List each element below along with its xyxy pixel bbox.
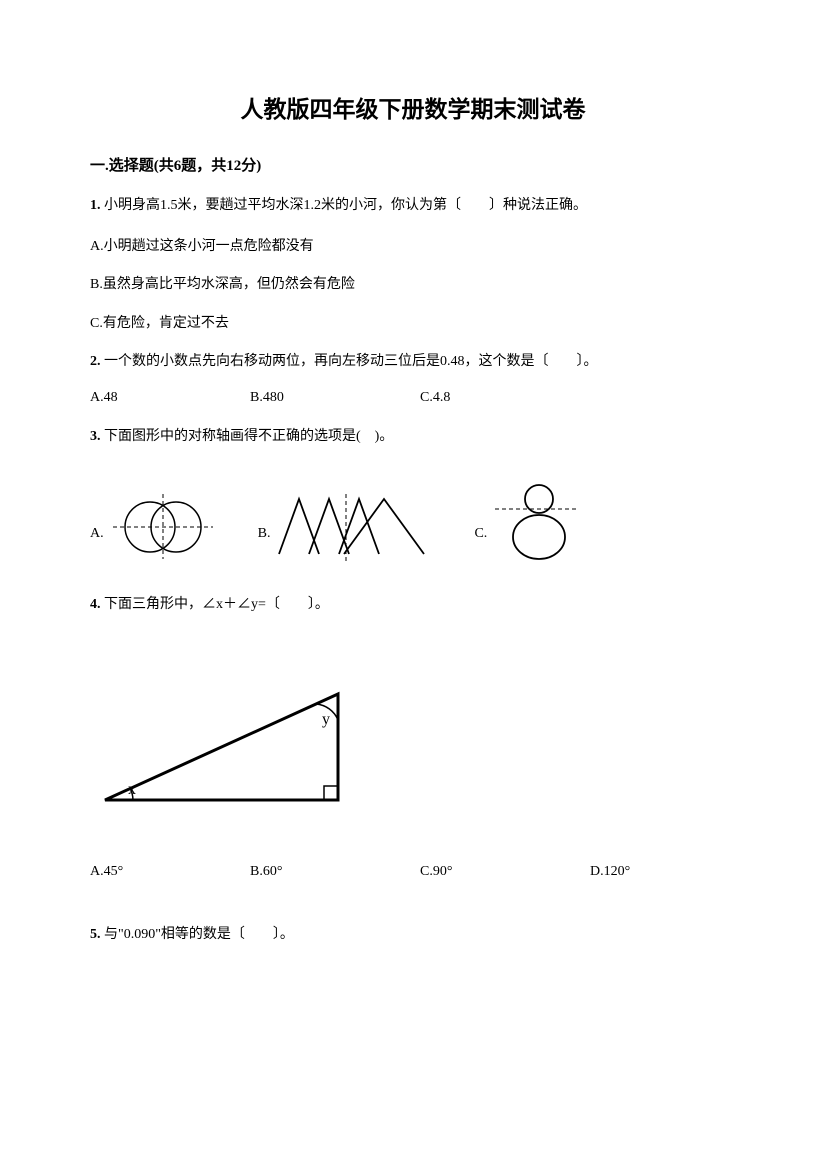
question-5: 5. 与"0.090"相等的数是〔 〕。: [90, 922, 736, 949]
snowman-figure: [491, 479, 581, 564]
circles-figure: [108, 489, 218, 564]
q3-figures: A. B. C.: [90, 479, 736, 564]
question-num: 1.: [90, 198, 101, 213]
q1-option-a: A.小明趟过这条小河一点危险都没有: [90, 234, 736, 261]
q4-figure: x y: [90, 682, 736, 812]
q2-option-a: A.48: [90, 390, 250, 406]
q4-option-b: B.60°: [250, 864, 420, 880]
question-text: 一个数的小数点先向右移动两位，再向左移动三位后是0.48，这个数是〔 〕。: [104, 354, 598, 369]
question-3: 3. 下面图形中的对称轴画得不正确的选项是( )。: [90, 424, 736, 451]
right-triangle-figure: x y: [90, 682, 360, 812]
q4-option-d: D.120°: [590, 864, 730, 880]
question-num: 2.: [90, 354, 101, 369]
question-1: 1. 小明身高1.5米，要趟过平均水深1.2米的小河，你认为第〔 〕种说法正确。: [90, 193, 736, 220]
section-header: 一.选择题(共6题，共12分): [90, 154, 736, 175]
question-num: 5.: [90, 927, 101, 942]
question-2: 2. 一个数的小数点先向右移动两位，再向左移动三位后是0.48，这个数是〔 〕。: [90, 349, 736, 376]
fig-label-c: C.: [474, 526, 487, 564]
q3-fig-c: C.: [474, 479, 581, 564]
question-text: 下面图形中的对称轴画得不正确的选项是( )。: [104, 429, 393, 444]
q4-option-c: C.90°: [420, 864, 590, 880]
question-text: 下面三角形中，∠x＋∠y=〔 〕。: [104, 597, 329, 612]
q3-fig-b: B.: [258, 489, 435, 564]
q3-fig-a: A.: [90, 489, 218, 564]
question-num: 4.: [90, 597, 101, 612]
angle-y-label: y: [322, 711, 330, 728]
q2-option-c: C.4.8: [420, 390, 590, 406]
question-text: 小明身高1.5米，要趟过平均水深1.2米的小河，你认为第〔 〕种说法正确。: [104, 198, 587, 213]
fig-label-a: A.: [90, 526, 104, 564]
question-num: 3.: [90, 429, 101, 444]
q4-option-a: A.45°: [90, 864, 250, 880]
q4-options: A.45° B.60° C.90° D.120°: [90, 864, 736, 880]
q1-option-c: C.有危险，肯定过不去: [90, 311, 736, 338]
question-text: 与"0.090"相等的数是〔 〕。: [104, 927, 294, 942]
page-title: 人教版四年级下册数学期末测试卷: [90, 90, 736, 124]
triangles-figure: [274, 489, 434, 564]
q1-option-b: B.虽然身高比平均水深高，但仍然会有危险: [90, 272, 736, 299]
fig-label-b: B.: [258, 526, 271, 564]
question-4: 4. 下面三角形中，∠x＋∠y=〔 〕。: [90, 592, 736, 619]
q2-option-b: B.480: [250, 390, 420, 406]
angle-x-label: x: [128, 781, 136, 798]
q2-options: A.48 B.480 C.4.8: [90, 390, 736, 406]
